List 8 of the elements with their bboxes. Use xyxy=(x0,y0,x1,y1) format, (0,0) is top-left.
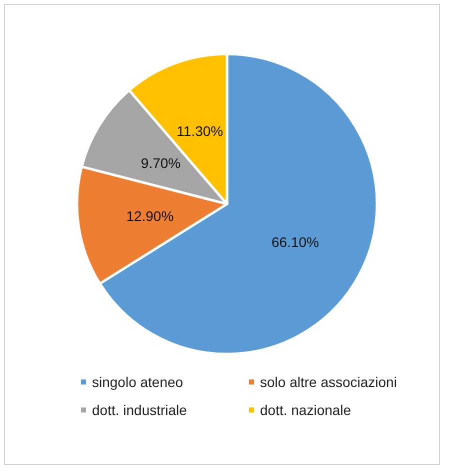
data-label: 11.30% xyxy=(176,122,224,139)
legend-label: dott. industriale xyxy=(92,402,188,418)
legend-label: singolo ateneo xyxy=(92,374,184,390)
data-label: 66.10% xyxy=(271,234,319,250)
data-label: 9.70% xyxy=(140,154,181,171)
legend-label: solo altre associazioni xyxy=(260,374,397,390)
data-label: 12.90% xyxy=(126,208,174,224)
legend-label: dott. nazionale xyxy=(260,402,352,418)
